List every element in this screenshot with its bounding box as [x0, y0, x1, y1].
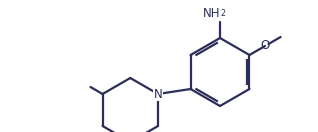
Text: N: N: [154, 88, 162, 100]
Text: NH: NH: [203, 7, 220, 20]
Text: O: O: [260, 39, 270, 53]
Text: $_2$: $_2$: [220, 8, 227, 20]
